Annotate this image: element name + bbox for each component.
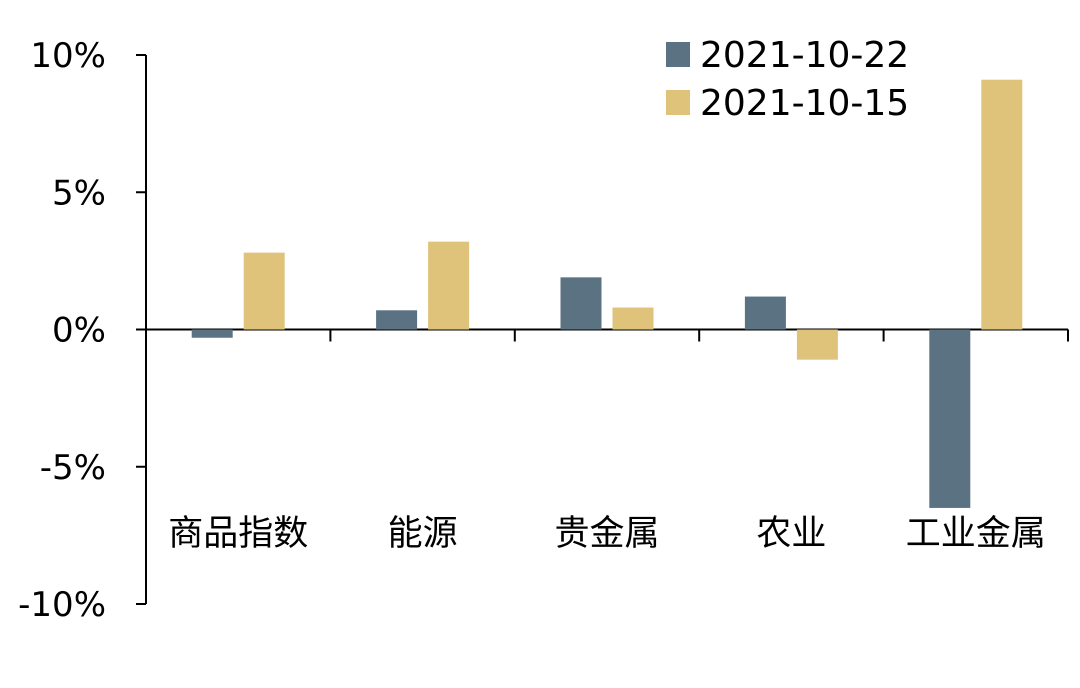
bar-series-1 — [376, 310, 418, 330]
axes — [136, 54, 1069, 605]
bar-series-1 — [191, 329, 233, 338]
category-label: 工业金属 — [906, 514, 1046, 554]
legend-label: 2021-10-22 — [700, 35, 909, 76]
bar-series-2 — [243, 252, 285, 330]
category-label: 贵金属 — [554, 514, 659, 554]
bar-series-2 — [428, 241, 470, 330]
legend-swatch — [666, 42, 690, 67]
bars — [191, 79, 1023, 508]
bar-series-1 — [744, 296, 786, 330]
bar-series-2 — [612, 307, 654, 330]
y-tick-label: 5% — [52, 173, 106, 213]
category-label: 商品指数 — [168, 514, 308, 554]
legend-label: 2021-10-15 — [700, 83, 909, 124]
y-tick-label: -5% — [40, 448, 106, 488]
bar-series-1 — [929, 329, 971, 508]
y-tick-label: -10% — [18, 585, 106, 625]
y-tick-label: 0% — [52, 311, 106, 351]
bar-series-1 — [560, 277, 602, 330]
category-label: 农业 — [756, 514, 826, 554]
bar-series-2 — [796, 329, 838, 360]
bar-series-2 — [981, 79, 1023, 330]
legend: 2021-10-22 2021-10-15 — [666, 35, 909, 124]
labels: -10% -5% 0% 5% 10% 商品指数 能源 贵金属 农业 工业金属 — [18, 36, 1046, 625]
y-tick-label: 10% — [30, 36, 106, 76]
category-label: 能源 — [388, 514, 458, 554]
legend-swatch — [666, 90, 690, 115]
